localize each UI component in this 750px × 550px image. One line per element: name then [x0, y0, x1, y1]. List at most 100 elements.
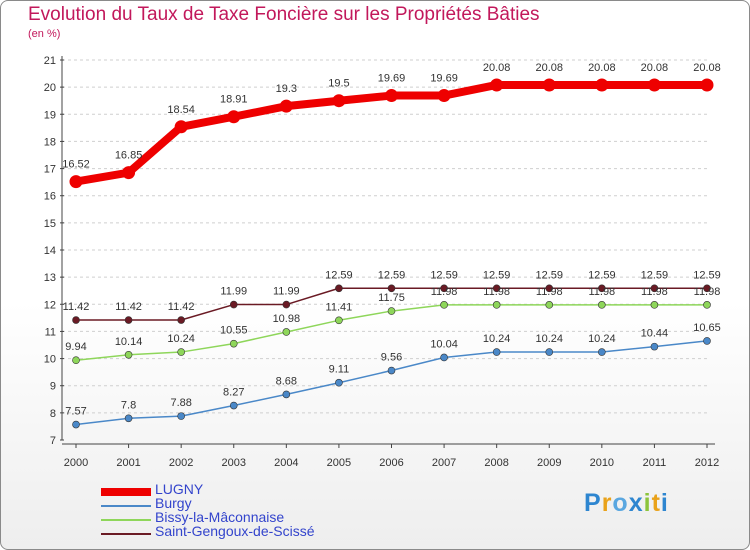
- data-label: 7.8: [121, 399, 136, 411]
- x-tick-label: 2000: [64, 457, 88, 469]
- y-tick-label: 20: [44, 82, 56, 94]
- data-point: [650, 342, 659, 351]
- data-point: [335, 284, 343, 293]
- y-tick-label: 9: [50, 381, 56, 393]
- data-point: [703, 301, 711, 309]
- data-point: [335, 378, 343, 387]
- data-point: [542, 78, 556, 92]
- data-point: [598, 301, 606, 309]
- data-point: [124, 350, 133, 359]
- data-label: 10.65: [693, 322, 721, 334]
- data-point: [387, 366, 396, 375]
- data-point: [385, 89, 398, 103]
- data-label: 12.59: [325, 269, 353, 281]
- data-label: 10.14: [115, 336, 143, 348]
- data-point: [492, 301, 501, 309]
- x-tick-label: 2001: [116, 457, 140, 469]
- data-label: 9.56: [381, 352, 402, 364]
- data-label: 11.99: [273, 286, 300, 298]
- y-tick-label: 11: [45, 326, 56, 338]
- data-label: 11.98: [694, 286, 721, 298]
- data-label: 8.27: [223, 387, 244, 399]
- data-point: [387, 307, 396, 315]
- legend-swatch: [101, 533, 151, 535]
- y-tick-label: 18: [44, 136, 56, 148]
- data-point: [282, 390, 291, 399]
- data-point: [437, 89, 451, 103]
- data-point: [440, 284, 448, 293]
- y-tick-label: 19: [44, 109, 56, 121]
- legend-label: Saint-Gengoux-de-Scissé: [155, 523, 315, 539]
- data-label: 10.04: [430, 338, 458, 350]
- data-point: [492, 284, 501, 293]
- data-label: 7.88: [170, 397, 191, 409]
- data-point: [598, 284, 606, 293]
- data-label: 11.98: [536, 286, 563, 298]
- data-label: 10.24: [483, 333, 511, 345]
- data-label: 11.42: [168, 301, 195, 313]
- data-label: 11.98: [483, 286, 510, 298]
- data-label: 12.59: [588, 269, 616, 281]
- x-tick-label: 2009: [537, 457, 561, 469]
- data-point: [387, 284, 396, 293]
- y-tick-label: 17: [44, 164, 56, 176]
- data-label: 10.98: [273, 313, 301, 325]
- data-point: [174, 120, 188, 134]
- data-point: [647, 78, 661, 92]
- legend-swatch: [101, 519, 151, 521]
- y-tick-label: 13: [44, 272, 56, 284]
- data-label: 16.85: [115, 150, 143, 162]
- data-label: 18.91: [220, 94, 248, 106]
- data-label: 8.68: [276, 375, 297, 387]
- data-point: [545, 348, 554, 356]
- data-point: [69, 175, 83, 189]
- x-tick-label: 2006: [379, 457, 403, 469]
- data-label: 10.24: [535, 333, 563, 345]
- legend-label: LUGNY: [155, 481, 204, 497]
- data-label: 10.55: [220, 325, 248, 337]
- chart-subtitle: (en %): [28, 28, 61, 40]
- data-label: 11.42: [63, 301, 90, 313]
- data-label: 12.59: [535, 269, 563, 281]
- y-tick-label: 10: [44, 354, 56, 366]
- data-label: 12.59: [483, 269, 511, 281]
- data-point: [545, 301, 554, 309]
- x-tick-label: 2007: [432, 457, 456, 469]
- data-label: 11.75: [378, 292, 405, 304]
- data-point: [440, 353, 448, 362]
- y-tick-label: 15: [44, 218, 56, 230]
- legend-label: Bissy-la-Mâconnaise: [155, 509, 285, 525]
- x-tick-label: 2004: [274, 457, 298, 469]
- data-point: [229, 339, 238, 348]
- x-tick-label: 2010: [590, 457, 614, 469]
- data-point: [72, 356, 80, 365]
- data-label: 12.59: [693, 269, 721, 281]
- y-tick-label: 8: [50, 408, 56, 420]
- data-point: [124, 316, 133, 324]
- data-point: [72, 316, 80, 324]
- data-point: [700, 78, 714, 92]
- data-point: [122, 166, 136, 180]
- data-label: 10.44: [641, 328, 669, 340]
- data-point: [229, 300, 238, 309]
- data-label: 19.3: [276, 83, 297, 95]
- data-label: 16.52: [62, 159, 90, 171]
- data-point: [282, 328, 291, 336]
- data-label: 9.94: [65, 341, 86, 353]
- data-point: [492, 348, 501, 356]
- data-label: 19.69: [378, 73, 406, 85]
- legend-label: Burgy: [155, 495, 192, 511]
- data-label: 12.59: [430, 269, 458, 281]
- data-point: [703, 337, 711, 345]
- data-point: [595, 78, 609, 92]
- data-point: [279, 99, 293, 113]
- data-label: 18.54: [167, 104, 195, 116]
- x-tick-label: 2002: [169, 457, 193, 469]
- data-point: [332, 94, 346, 108]
- data-point: [440, 301, 448, 309]
- data-label: 10.24: [167, 333, 195, 345]
- x-tick-label: 2012: [695, 457, 719, 469]
- x-tick-label: 2008: [484, 457, 508, 469]
- data-label: 20.08: [535, 62, 563, 74]
- data-point: [703, 284, 711, 293]
